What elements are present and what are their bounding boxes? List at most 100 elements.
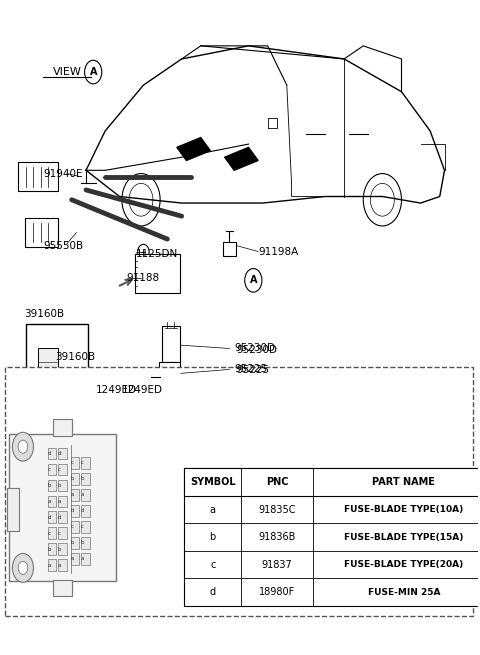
Bar xyxy=(184,468,480,496)
Text: a: a xyxy=(71,493,74,497)
Bar xyxy=(7,488,19,531)
Text: b: b xyxy=(48,547,51,552)
Polygon shape xyxy=(225,147,258,170)
Text: c: c xyxy=(81,460,84,466)
FancyBboxPatch shape xyxy=(38,348,58,375)
Bar xyxy=(58,479,67,491)
Text: 39160B: 39160B xyxy=(24,309,64,319)
FancyBboxPatch shape xyxy=(162,326,180,362)
Text: d: d xyxy=(71,508,74,514)
Bar xyxy=(48,495,57,507)
Bar xyxy=(48,479,57,491)
Text: d: d xyxy=(58,451,61,456)
Bar xyxy=(48,527,57,539)
Bar xyxy=(58,464,67,476)
Text: 91188: 91188 xyxy=(127,273,160,284)
Text: a: a xyxy=(210,504,216,515)
Bar xyxy=(58,527,67,539)
Bar xyxy=(81,473,90,485)
Text: a: a xyxy=(48,499,51,504)
Text: 39160B: 39160B xyxy=(55,352,95,362)
Text: b: b xyxy=(81,476,84,481)
Bar xyxy=(71,489,79,500)
Text: c: c xyxy=(48,531,51,536)
Text: b: b xyxy=(81,540,84,545)
Text: b: b xyxy=(71,476,74,481)
Text: b: b xyxy=(71,540,74,545)
Text: b: b xyxy=(210,532,216,542)
Text: d: d xyxy=(210,587,216,597)
Text: 91940E: 91940E xyxy=(43,168,83,179)
Text: c: c xyxy=(81,524,84,529)
Text: c: c xyxy=(48,467,51,472)
Text: 91836B: 91836B xyxy=(259,532,296,542)
Text: VIEW: VIEW xyxy=(52,67,81,77)
Bar xyxy=(58,495,67,507)
Text: FUSE-BLADE TYPE(20A): FUSE-BLADE TYPE(20A) xyxy=(344,560,464,569)
Bar xyxy=(81,537,90,549)
Text: a: a xyxy=(58,563,61,568)
Text: A: A xyxy=(89,67,97,77)
Text: d: d xyxy=(81,508,84,514)
Text: b: b xyxy=(58,483,61,488)
Bar xyxy=(48,544,57,555)
Bar xyxy=(81,457,90,469)
Text: a: a xyxy=(71,556,74,561)
Text: 95225: 95225 xyxy=(237,365,270,375)
Bar xyxy=(5,367,473,616)
Text: b: b xyxy=(58,547,61,552)
Bar xyxy=(81,521,90,533)
Text: PART NAME: PART NAME xyxy=(372,477,435,487)
Circle shape xyxy=(12,432,34,461)
Bar xyxy=(48,447,57,459)
Text: a: a xyxy=(81,556,84,561)
Bar xyxy=(58,544,67,555)
Polygon shape xyxy=(177,138,210,160)
Bar xyxy=(48,512,57,523)
Bar xyxy=(71,457,79,469)
Text: 1249ED: 1249ED xyxy=(122,384,163,395)
FancyBboxPatch shape xyxy=(18,162,58,191)
Circle shape xyxy=(18,440,28,453)
Circle shape xyxy=(12,553,34,582)
Bar xyxy=(71,505,79,517)
Bar xyxy=(26,324,88,386)
Circle shape xyxy=(18,561,28,574)
Text: c: c xyxy=(71,460,73,466)
Text: c: c xyxy=(58,531,61,536)
Bar xyxy=(71,537,79,549)
Text: c: c xyxy=(58,467,61,472)
Text: d: d xyxy=(48,451,51,456)
Text: 95550B: 95550B xyxy=(43,240,83,251)
Text: a: a xyxy=(81,493,84,497)
Bar xyxy=(58,447,67,459)
Text: d: d xyxy=(48,515,51,520)
Text: 1125DN: 1125DN xyxy=(136,249,179,259)
Text: c: c xyxy=(210,559,216,570)
FancyBboxPatch shape xyxy=(223,242,236,256)
Bar xyxy=(53,419,72,436)
Text: 95230D: 95230D xyxy=(237,345,277,356)
FancyBboxPatch shape xyxy=(25,218,58,247)
Text: 18980F: 18980F xyxy=(259,587,295,597)
Text: FUSE-BLADE TYPE(10A): FUSE-BLADE TYPE(10A) xyxy=(344,505,464,514)
FancyBboxPatch shape xyxy=(135,254,180,293)
Bar xyxy=(53,580,72,596)
Text: 95225: 95225 xyxy=(234,364,267,375)
FancyBboxPatch shape xyxy=(9,434,116,581)
Text: SYMBOL: SYMBOL xyxy=(190,477,236,487)
Text: A: A xyxy=(250,275,257,286)
Bar xyxy=(58,559,67,571)
Bar xyxy=(58,512,67,523)
Text: 1249ED: 1249ED xyxy=(96,384,137,395)
Bar xyxy=(71,521,79,533)
Text: 95230D: 95230D xyxy=(234,343,275,354)
Text: 91835C: 91835C xyxy=(258,504,296,515)
Bar xyxy=(81,489,90,500)
Text: a: a xyxy=(58,499,61,504)
Bar xyxy=(71,473,79,485)
Text: 91837: 91837 xyxy=(262,559,293,570)
FancyBboxPatch shape xyxy=(159,362,180,384)
Text: FUSE-MIN 25A: FUSE-MIN 25A xyxy=(368,588,440,597)
Bar xyxy=(48,464,57,476)
